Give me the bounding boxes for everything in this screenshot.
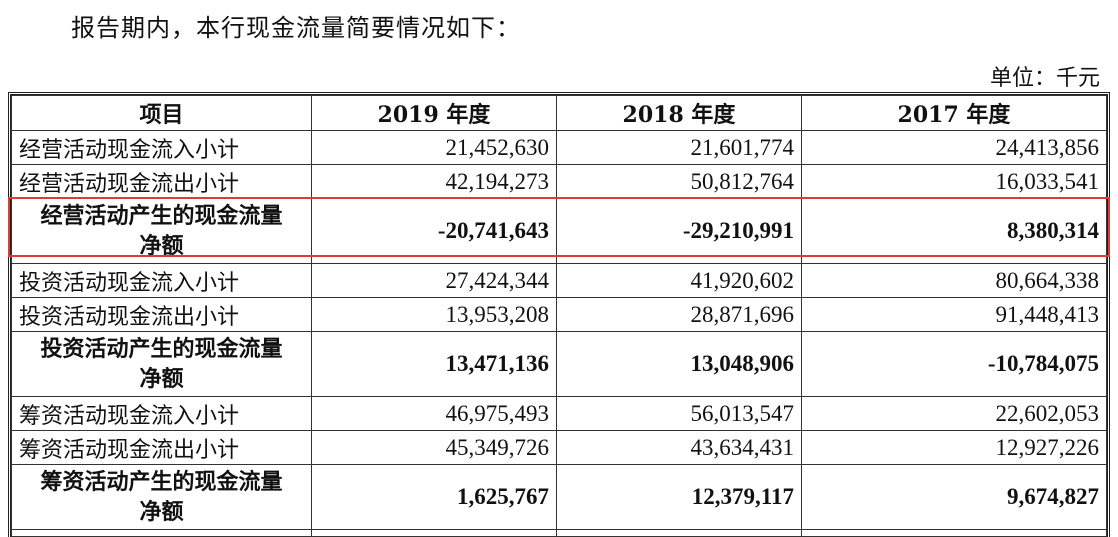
header-2017: 2017 年度 <box>801 95 1107 131</box>
intro-paragraph: 报告期内，本行现金流量简要情况如下： <box>71 14 521 42</box>
value-2019: 13,471,136 <box>311 331 557 397</box>
row-label: 投资活动现金流入小计 <box>11 263 312 298</box>
value-2018: 21,601,774 <box>556 130 802 165</box>
table-header-row: 项目 2019 年度 2018 年度 2017 年度 <box>11 95 1107 131</box>
value-2019: 13,953,208 <box>311 297 557 332</box>
value-2017: 8,380,314 <box>801 198 1107 264</box>
value-2017: 24,413,856 <box>801 130 1107 165</box>
table-row: 筹资活动现金流入小计 46,975,493 56,013,547 22,602,… <box>11 396 1107 431</box>
table-row: 经营活动现金流出小计 42,194,273 50,812,764 16,033,… <box>11 164 1107 199</box>
value-2019: 1,625,767 <box>311 464 557 530</box>
value-2018: 56,013,547 <box>556 396 802 431</box>
row-label: 筹资活动现金流出小计 <box>11 430 312 465</box>
value-2018: 43,634,431 <box>556 430 802 465</box>
value-2017: 12,927,226 <box>801 430 1107 465</box>
header-2018: 2018 年度 <box>556 95 802 131</box>
table-row: 筹资活动现金流出小计 45,349,726 43,634,431 12,927,… <box>11 430 1107 465</box>
value-2018: 41,920,602 <box>556 263 802 298</box>
row-label: 经营活动现金流入小计 <box>11 130 312 165</box>
subtotal-row-investing: 投资活动产生的现金流量 净额 13,471,136 13,048,906 -10… <box>11 331 1107 397</box>
row-label: 投资活动产生的现金流量 净额 <box>11 331 312 397</box>
subtotal-row-financing: 筹资活动产生的现金流量 净额 1,625,767 12,379,117 9,67… <box>11 464 1107 530</box>
row-label: 投资活动现金流出小计 <box>11 297 312 332</box>
value-2019: 27,424,344 <box>311 263 557 298</box>
row-label: 经营活动现金流出小计 <box>11 164 312 199</box>
value-2018: 12,379,117 <box>556 464 802 530</box>
value-2018: 28,871,696 <box>556 297 802 332</box>
table-row: 投资活动现金流出小计 13,953,208 28,871,696 91,448,… <box>11 297 1107 332</box>
value-2017: -10,784,075 <box>801 331 1107 397</box>
row-label: 筹资活动产生的现金流量 净额 <box>11 464 312 530</box>
row-label: 筹资活动现金流入小计 <box>11 396 312 431</box>
row-label-line2: 净额 <box>139 366 184 392</box>
table-row: 经营活动现金流入小计 21,452,630 21,601,774 24,413,… <box>11 130 1107 165</box>
row-label-line1: 经营活动产生的现金流量 <box>40 203 283 229</box>
row-label: 经营活动产生的现金流量 净额 <box>11 198 312 264</box>
cash-flow-table: 项目 2019 年度 2018 年度 2017 年度 经营活动现金流入小计 21… <box>8 92 1110 537</box>
value-2017: 9,674,827 <box>801 464 1107 530</box>
value-2017: 80,664,338 <box>801 263 1107 298</box>
table-row: 投资活动现金流入小计 27,424,344 41,920,602 80,664,… <box>11 263 1107 298</box>
unit-label: 单位：千元 <box>989 66 1100 91</box>
value-2019: 42,194,273 <box>311 164 557 199</box>
row-label-line2: 净额 <box>139 499 184 525</box>
row-label-line2: 净额 <box>139 233 184 259</box>
header-2019: 2019 年度 <box>311 95 557 131</box>
subtotal-row-operating: 经营活动产生的现金流量 净额 -20,741,643 -29,210,991 8… <box>11 198 1107 264</box>
value-2017: 22,602,053 <box>801 396 1107 431</box>
value-2019: -20,741,643 <box>311 198 557 264</box>
value-2018: -29,210,991 <box>556 198 802 264</box>
row-label-line1: 筹资活动产生的现金流量 <box>40 469 283 495</box>
value-2018: 13,048,906 <box>556 331 802 397</box>
value-2019: 21,452,630 <box>311 130 557 165</box>
value-2017: 16,033,541 <box>801 164 1107 199</box>
value-2019: 46,975,493 <box>311 396 557 431</box>
row-label-line1: 投资活动产生的现金流量 <box>40 336 283 362</box>
value-2017: 91,448,413 <box>801 297 1107 332</box>
table-row-cut-off <box>11 529 1107 537</box>
value-2019: 45,349,726 <box>311 430 557 465</box>
value-2018: 50,812,764 <box>556 164 802 199</box>
header-item: 项目 <box>11 95 312 131</box>
